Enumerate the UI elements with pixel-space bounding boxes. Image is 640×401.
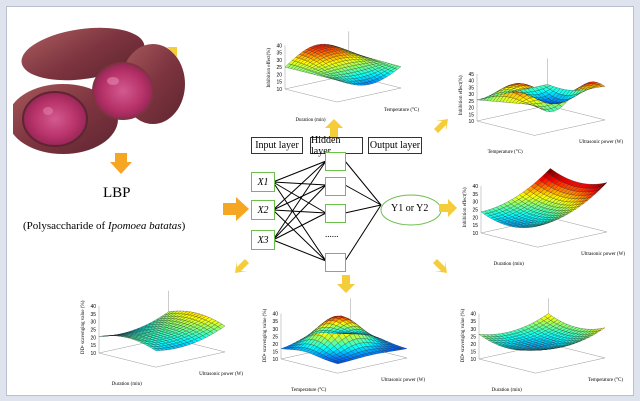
z-tick-label: 30 [472,200,478,206]
z-tick-label: 15 [90,343,96,349]
right-arrow-small-icon [439,199,457,217]
surface-mesh [284,43,402,86]
x-axis-label: Duration (min) [112,382,142,387]
z-tick-label: 25 [468,99,474,105]
input-layer-label: Input layer [251,137,303,154]
z-tick-label: 40 [90,304,96,310]
z-axis-label: DD• scavenging value (%) [263,309,268,363]
surface-mesh [480,168,608,228]
z-tick-label: 40 [468,79,474,85]
y-axis-label: Ultrasonic power (W) [381,378,425,383]
z-tick-label: 30 [468,92,474,98]
z-tick-label: 15 [276,80,282,86]
z-tick-label: 45 [468,72,474,78]
z-tick-label: 40 [272,312,278,318]
z-tick-label: 20 [272,342,278,348]
z-axis-label: Inhibition effect(%) [459,75,464,115]
z-tick-label: 10 [472,231,478,237]
sweet-potato-photo [13,27,185,154]
input-node-x1: X1 [251,172,275,192]
y-axis-label: Temperature (°C) [588,378,623,383]
right-arrow-icon [223,197,249,221]
z-axis-label: Inhibition effect(%) [267,48,272,88]
hidden-node-1 [325,152,346,171]
z-tick-label: 40 [470,312,476,318]
z-tick-label: 25 [472,207,478,213]
x-axis-label: Duration (min) [492,388,522,393]
z-tick-label: 20 [470,342,476,348]
z-tick-label: 35 [468,85,474,91]
compound-abbrev: LBP [103,185,131,201]
z-tick-label: 15 [272,349,278,355]
z-tick-label: 35 [90,312,96,318]
surface-plot-top-right: 45 40 35 30 25 20 15 10 Inhibition effect(%) Temp… [455,45,627,157]
z-tick-label: 30 [272,327,278,333]
z-tick-label: 30 [470,327,476,333]
z-axis-label: DD• scavenging value (%) [81,300,86,354]
hidden-node-n [325,253,346,272]
hidden-layer-label: Hidden layer [310,135,363,157]
z-tick-label: 10 [90,351,96,357]
figure-frame: LBP (Polysaccharide of Ipomoea batatas) … [6,6,634,396]
x-axis-label: Temperature (°C) [291,388,326,393]
z-tick-label: 25 [470,334,476,340]
z-tick-label: 25 [90,327,96,333]
z-tick-label: 30 [90,320,96,326]
z-tick-label: 20 [90,335,96,341]
z-tick-label: 25 [276,65,282,71]
surface-mesh [280,315,408,364]
z-tick-label: 15 [472,223,478,229]
x-axis-label: Duration (min) [295,118,325,123]
input-node-x2: X2 [251,200,275,220]
y-axis-label: Ultrasonic power (W) [579,140,623,145]
hidden-node-2 [325,177,346,196]
z-tick-label: 35 [472,192,478,198]
x-axis-label: Duration (min) [494,262,524,267]
compound-full-name: (Polysaccharide of Ipomoea batatas) [23,220,186,232]
x-axis-label: Temperature (°C) [488,150,523,155]
surface-plot-bottom-left: 40 35 30 25 20 15 10 DD• scavenging value (%) Du… [77,277,247,389]
z-tick-label: 10 [276,87,282,93]
down-arrow-icon [110,153,132,174]
arrow-yellow-icon [167,47,177,57]
z-tick-label: 10 [470,357,476,363]
z-tick-label: 15 [470,349,476,355]
down-arrow-small-icon [337,275,355,293]
z-tick-label: 30 [276,58,282,64]
z-tick-label: 10 [468,119,474,125]
z-tick-label: 10 [272,357,278,363]
z-tick-label: 15 [468,112,474,118]
input-node-x3: X3 [251,230,275,250]
z-tick-label: 35 [470,319,476,325]
z-tick-label: 25 [272,334,278,340]
y-axis-label: Ultrasonic power (W) [199,372,243,377]
up-right-arrow-icon [434,119,448,133]
surface-mesh [476,81,606,112]
down-right-arrow-icon [433,259,447,273]
hidden-ellipsis: ...... [325,229,339,239]
y-axis-label: Temperature (°C) [384,108,419,113]
output-layer-label: Output layer [368,137,422,154]
z-tick-label: 40 [276,43,282,49]
surface-plot-bottom-right: 40 35 30 25 20 15 10 DD• scavenging value (%) Du… [457,287,627,395]
y-axis-label: Ultrasonic power (W) [581,252,625,257]
surface-plot-mid-right: 40 35 30 25 20 15 10 Inhibition effect(%) Durati… [459,157,629,269]
up-arrow-icon [325,119,343,137]
network-connections [272,160,382,262]
surface-plot-top-center: 40 35 30 25 20 15 10 Inhibition effect(%) Durati… [263,21,423,125]
surface-plot-bottom-center: 40 35 30 25 20 15 10 DD• scavenging value (%) Te… [259,287,429,395]
z-tick-label: 35 [276,51,282,57]
z-axis-label: Inhibition effect(%) [463,187,468,227]
z-tick-label: 20 [276,72,282,78]
z-tick-label: 40 [472,184,478,190]
surface-mesh [98,310,226,351]
z-tick-label: 20 [468,106,474,112]
z-axis-label: DD• scavenging value (%) [461,309,466,363]
hidden-node-3 [325,204,346,223]
z-tick-label: 20 [472,215,478,221]
output-node-label: Y1 or Y2 [391,203,429,214]
surface-mesh [478,313,606,351]
z-tick-label: 35 [272,319,278,325]
down-left-arrow-icon [235,259,249,273]
